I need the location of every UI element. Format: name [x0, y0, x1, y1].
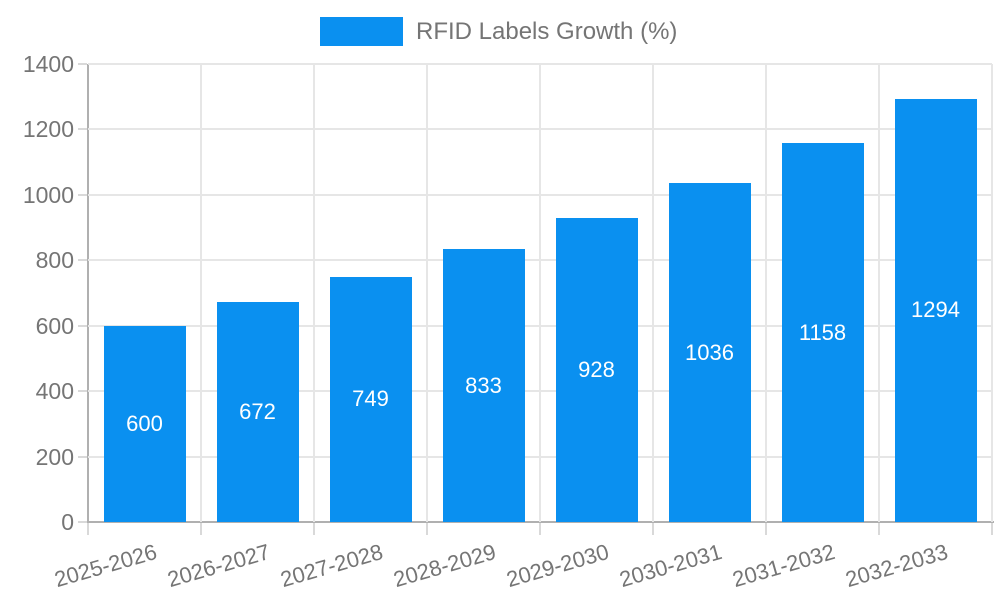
bar[interactable] — [103, 325, 186, 522]
x-axis-label: 2031-2032 — [729, 539, 838, 593]
y-axis-label: 1400 — [22, 51, 74, 77]
chart-legend: RFID Labels Growth (%) — [320, 17, 677, 46]
y-axis-label: 0 — [61, 509, 74, 535]
v-gridline — [200, 64, 202, 522]
bar[interactable] — [216, 302, 299, 522]
x-axis-label: 2027-2028 — [277, 539, 386, 593]
x-axis-tick — [426, 523, 428, 535]
bar[interactable] — [894, 98, 977, 522]
x-axis-line — [78, 521, 994, 523]
bar[interactable] — [329, 276, 412, 522]
x-axis-label: 2030-2031 — [616, 539, 725, 593]
bar-value-label: 928 — [578, 357, 615, 383]
bar-value-label: 672 — [239, 399, 276, 425]
v-gridline — [765, 64, 767, 522]
y-axis-tick — [78, 521, 87, 523]
x-axis-label: 2025-2026 — [51, 539, 160, 593]
v-gridline — [539, 64, 541, 522]
y-axis-label: 200 — [35, 443, 74, 470]
bar-value-label: 833 — [465, 372, 502, 398]
y-axis-label: 600 — [35, 312, 74, 339]
bar-value-label: 600 — [126, 410, 163, 436]
x-axis-tick — [765, 523, 767, 535]
v-gridline — [878, 64, 880, 522]
bar-value-label: 1158 — [798, 319, 847, 345]
y-axis-label: 1200 — [22, 116, 74, 143]
bar[interactable] — [555, 218, 638, 522]
bar-value-label: 1036 — [685, 339, 734, 365]
x-axis-tick — [991, 523, 993, 535]
x-axis-tick — [87, 523, 89, 535]
x-axis-label: 2032-2033 — [842, 539, 951, 593]
bar-value-label: 749 — [352, 386, 389, 412]
v-gridline — [652, 64, 654, 522]
x-axis-label: 2028-2029 — [390, 539, 499, 593]
y-axis-tick — [78, 324, 87, 327]
plot-area: 600 672 749 833 928 1036 1158 1294 — [88, 63, 993, 522]
legend-label: RFID Labels Growth (%) — [416, 17, 678, 45]
y-axis-tick — [78, 390, 87, 393]
y-axis-tick — [78, 128, 87, 131]
x-axis-label: 2029-2030 — [503, 539, 612, 593]
y-axis-tick — [78, 63, 87, 65]
bar-value-label: 1294 — [911, 297, 960, 323]
legend-swatch — [320, 17, 403, 46]
x-axis-label: 2026-2027 — [164, 539, 273, 593]
y-axis-tick — [78, 193, 87, 196]
v-gridline — [991, 64, 993, 522]
x-axis-tick — [652, 523, 654, 535]
y-axis-line — [87, 64, 89, 523]
y-axis-label: 1000 — [22, 181, 74, 208]
bar[interactable] — [668, 183, 751, 522]
x-axis-tick — [539, 523, 541, 535]
bar[interactable] — [442, 249, 525, 522]
y-axis-tick — [78, 455, 87, 458]
v-gridline — [426, 64, 428, 522]
x-axis-tick — [313, 523, 315, 535]
v-gridline — [313, 64, 315, 522]
y-axis-tick — [78, 259, 87, 262]
y-axis-label: 800 — [35, 247, 74, 274]
y-axis-label: 400 — [35, 378, 74, 405]
x-axis-tick — [200, 523, 202, 535]
bar[interactable] — [781, 143, 864, 522]
x-axis-tick — [878, 523, 880, 535]
